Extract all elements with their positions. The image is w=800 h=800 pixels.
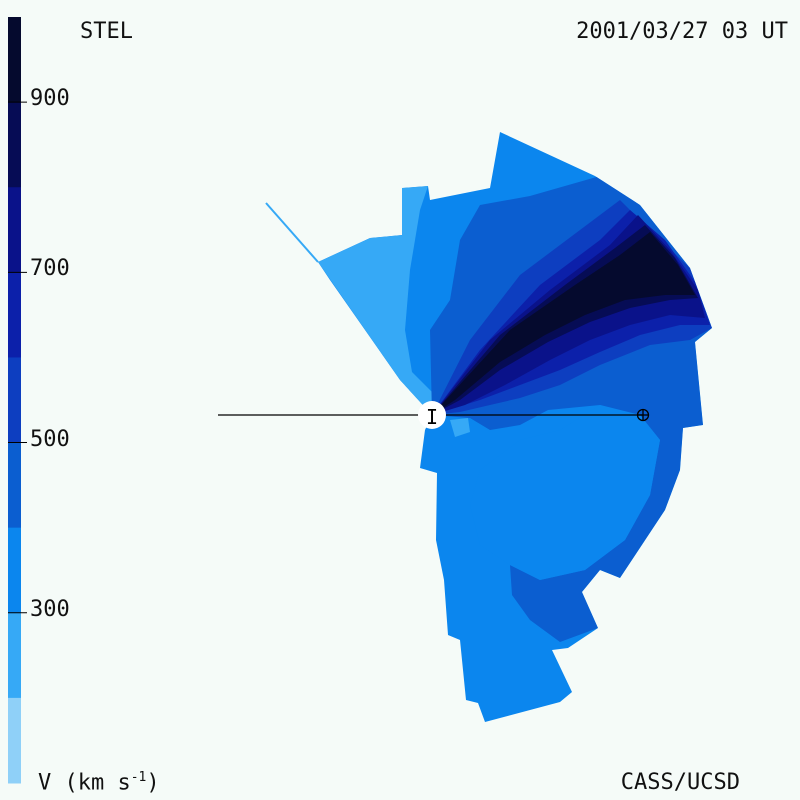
- units-exponent: -1: [130, 770, 147, 785]
- units-label: V (km s-1): [38, 770, 160, 795]
- region-300: [318, 186, 440, 415]
- sun-disk: [418, 401, 446, 429]
- colorbar-level-200: [8, 612, 21, 699]
- colorbar-level-700: [8, 187, 21, 273]
- colorbar-tick-label: 700: [30, 256, 70, 282]
- colorbar: [8, 17, 21, 784]
- sun-marker: I: [426, 405, 438, 429]
- colorbar-ticks: [8, 101, 27, 614]
- units-text: V (km s: [38, 770, 131, 796]
- velocity-fan: [318, 132, 712, 722]
- colorbar-tick-label: 300: [30, 596, 70, 622]
- units-close: ): [146, 770, 160, 796]
- colorbar-level-900: [8, 17, 21, 103]
- colorbar-level-800: [8, 102, 21, 188]
- colorbar-level-100: [8, 697, 21, 784]
- timestamp-label: 2001/03/27 03 UT: [576, 19, 788, 44]
- colorbar-tick-label: 500: [30, 426, 70, 452]
- colorbar-level-400: [8, 442, 21, 529]
- instrument-label: STEL: [80, 19, 133, 44]
- colorbar-level-600: [8, 272, 21, 358]
- colorbar-level-500: [8, 357, 21, 444]
- colorbar-tick-label: 900: [30, 86, 70, 112]
- credit-label: CASS/UCSD: [620, 770, 740, 795]
- region-900: [432, 232, 695, 415]
- earth-icon: [636, 408, 650, 422]
- wedge-edge-line: [265, 202, 319, 263]
- colorbar-level-300: [8, 527, 21, 614]
